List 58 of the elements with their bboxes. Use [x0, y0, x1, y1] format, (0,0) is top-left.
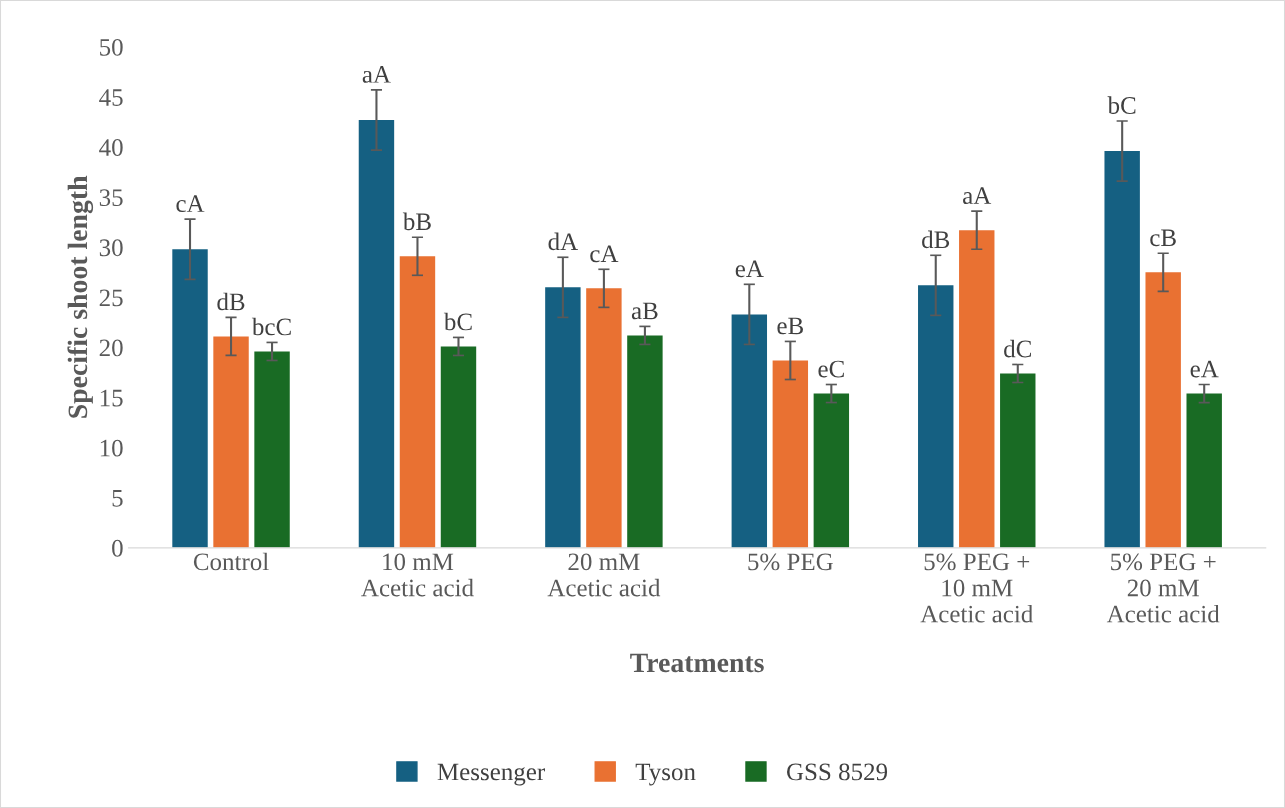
- bar: [918, 285, 954, 548]
- data-label: eB: [777, 317, 803, 335]
- y-tick-label: 45: [99, 89, 123, 106]
- y-tick-label: 50: [100, 38, 123, 56]
- bar: [959, 230, 995, 548]
- data-label: eC: [818, 360, 844, 378]
- x-tick-label: 20 mM Acetic acid: [547, 553, 661, 597]
- bar: [731, 314, 768, 548]
- bar: [627, 335, 663, 548]
- data-label: eA: [735, 260, 764, 278]
- data-label: eA: [1190, 360, 1219, 378]
- legend-label: GSS 8529: [787, 763, 888, 781]
- data-label: dB: [922, 230, 950, 249]
- data-label: dA: [548, 232, 578, 251]
- x-tick-label: 5% PEG: [748, 553, 833, 571]
- bar: [545, 287, 581, 548]
- y-tick-label: 15: [100, 389, 123, 407]
- data-label: bC: [443, 312, 472, 331]
- data-label: bC: [1107, 96, 1136, 114]
- y-tick-label: 5: [112, 490, 123, 507]
- y-tick-label: 35: [99, 189, 123, 207]
- bar: [399, 256, 436, 548]
- bar: [813, 393, 850, 548]
- data-label: cB: [1150, 229, 1176, 247]
- y-tick-label: 25: [99, 289, 123, 307]
- bar: [358, 120, 395, 548]
- bar: [213, 336, 249, 548]
- y-tick-label: 20: [99, 339, 123, 357]
- bar: [1000, 373, 1036, 548]
- bar: [1145, 272, 1181, 548]
- data-label: cA: [590, 245, 619, 263]
- y-tick-label: 40: [99, 139, 123, 156]
- bar: [1186, 393, 1222, 548]
- legend-label: Messenger: [437, 763, 545, 786]
- bar: [254, 351, 290, 548]
- y-tick-label: 30: [99, 239, 123, 257]
- bar: [772, 360, 809, 548]
- x-axis-title: Treatments: [630, 653, 764, 673]
- data-label: bcC: [251, 317, 291, 336]
- x-tick-label: 5% PEG + 20 mM Acetic acid: [1106, 553, 1220, 623]
- data-label: aA: [963, 187, 992, 205]
- y-tick-label: 10: [100, 439, 123, 457]
- y-axis-title: Specific shoot length: [67, 175, 94, 418]
- x-tick-label: 10 mM Acetic acid: [361, 553, 474, 597]
- data-label: dC: [1004, 339, 1031, 358]
- legend-label: Tyson: [635, 763, 696, 786]
- bar: [440, 346, 477, 548]
- bar: [586, 288, 622, 548]
- data-label: cA: [176, 195, 205, 213]
- data-label: aB: [631, 302, 658, 320]
- x-tick-label: Control: [193, 552, 269, 571]
- bar: [172, 249, 208, 548]
- x-tick-label: 5% PEG + 10 mM Acetic acid: [920, 553, 1034, 623]
- y-tick-label: 0: [112, 539, 123, 557]
- data-label: dB: [217, 292, 245, 311]
- data-label: bB: [402, 212, 431, 231]
- bar: [1104, 151, 1140, 548]
- data-label: aA: [362, 66, 391, 83]
